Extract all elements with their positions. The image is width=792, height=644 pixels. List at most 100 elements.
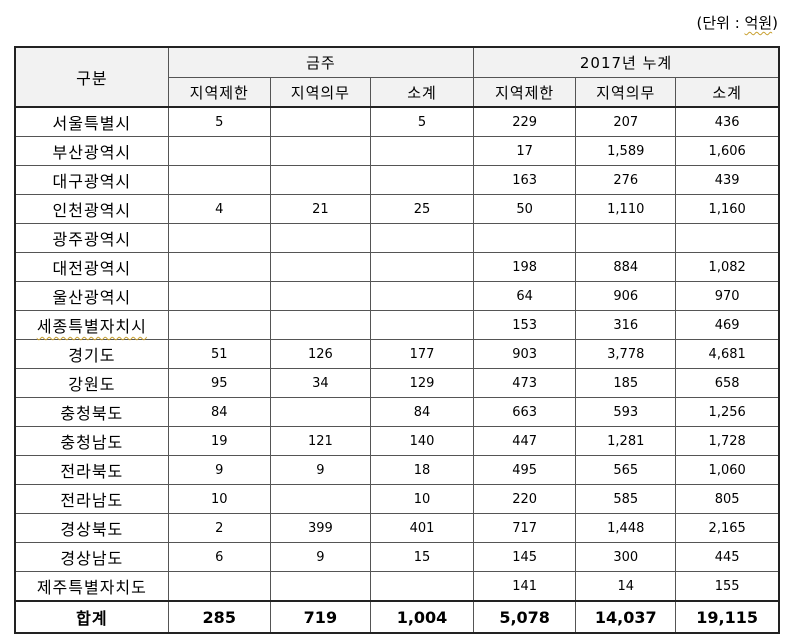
value-cell (167, 281, 271, 311)
table-row: 서울특별시 5 5 229 207 436 (14, 106, 780, 137)
value-cell: 719 (269, 600, 371, 634)
value-cell (369, 223, 475, 253)
value-cell: 717 (473, 513, 577, 543)
value-cell: 51 (167, 339, 271, 369)
value-cell: 14,037 (575, 600, 677, 634)
value-cell: 903 (473, 339, 577, 369)
value-cell (369, 571, 475, 602)
value-cell: 177 (369, 339, 475, 369)
value-cell: 19,115 (675, 600, 780, 634)
header-group-this-week: 금주 (167, 46, 475, 78)
value-cell (167, 571, 271, 602)
value-cell: 805 (675, 484, 780, 514)
region-name: 부산광역시 (14, 136, 169, 166)
value-cell: 163 (473, 165, 577, 195)
value-cell (269, 310, 371, 340)
table-row: 전라남도 10 10 220 585 805 (14, 484, 780, 514)
value-cell: 495 (473, 455, 577, 485)
region-name: 충청북도 (14, 397, 169, 427)
table-row: 대구광역시 163 276 439 (14, 165, 780, 195)
value-cell: 1,728 (675, 426, 780, 456)
value-cell: 3,778 (575, 339, 677, 369)
value-cell: 906 (575, 281, 677, 311)
header-gubun: 구분 (14, 46, 169, 108)
table-body: 서울특별시 5 5 229 207 436 부산광역시 17 1,589 1,606 대구광역시 16… (14, 106, 780, 634)
region-name: 대구광역시 (14, 165, 169, 195)
table-row: 세종특별자치시 153 316 469 (14, 310, 780, 340)
value-cell: 1,082 (675, 252, 780, 282)
value-cell: 145 (473, 542, 577, 572)
region-name: 인천광역시 (14, 194, 169, 224)
value-cell: 658 (675, 368, 780, 398)
value-cell (269, 397, 371, 427)
value-cell: 50 (473, 194, 577, 224)
value-cell: 1,060 (675, 455, 780, 485)
table-row: 광주광역시 (14, 223, 780, 253)
region-name: 충청남도 (14, 426, 169, 456)
value-cell: 9 (167, 455, 271, 485)
value-cell (269, 571, 371, 602)
value-cell: 1,606 (675, 136, 780, 166)
table-row: 강원도 95 34 129 473 185 658 (14, 368, 780, 398)
table-row: 울산광역시 64 906 970 (14, 281, 780, 311)
region-name: 경상북도 (14, 513, 169, 543)
value-cell: 21 (269, 194, 371, 224)
region-name: 경기도 (14, 339, 169, 369)
value-cell: 1,589 (575, 136, 677, 166)
table-row: 부산광역시 17 1,589 1,606 (14, 136, 780, 166)
unit-label: (단위 : 억원) (696, 14, 778, 32)
value-cell: 207 (575, 106, 677, 137)
value-cell: 439 (675, 165, 780, 195)
value-cell: 436 (675, 106, 780, 137)
table-row: 인천광역시 4 21 25 50 1,110 1,160 (14, 194, 780, 224)
value-cell: 95 (167, 368, 271, 398)
value-cell: 17 (473, 136, 577, 166)
value-cell: 9 (269, 455, 371, 485)
value-cell: 276 (575, 165, 677, 195)
region-name: 세종특별자치시 (14, 310, 169, 340)
value-cell (369, 165, 475, 195)
value-cell (369, 136, 475, 166)
subheader-cell: 소계 (369, 77, 475, 108)
value-cell: 10 (369, 484, 475, 514)
value-cell: 1,004 (369, 600, 475, 634)
subheader-cell: 지역의무 (269, 77, 371, 108)
value-cell: 970 (675, 281, 780, 311)
value-cell: 1,448 (575, 513, 677, 543)
value-cell (269, 223, 371, 253)
value-cell: 884 (575, 252, 677, 282)
value-cell: 445 (675, 542, 780, 572)
value-cell: 64 (473, 281, 577, 311)
value-cell: 469 (675, 310, 780, 340)
value-cell: 2,165 (675, 513, 780, 543)
value-cell (167, 252, 271, 282)
table-row: 경기도 51 126 177 903 3,778 4,681 (14, 339, 780, 369)
value-cell: 9 (269, 542, 371, 572)
table-header: 구분 금주 2017년 누계 지역제한 지역의무 소계 지역제한 지역의무 소계 (14, 46, 780, 108)
value-cell (575, 223, 677, 253)
value-cell (369, 252, 475, 282)
value-cell: 585 (575, 484, 677, 514)
value-cell: 84 (167, 397, 271, 427)
region-name: 전라남도 (14, 484, 169, 514)
value-cell (269, 484, 371, 514)
value-cell: 399 (269, 513, 371, 543)
region-name: 서울특별시 (14, 106, 169, 137)
value-cell: 4,681 (675, 339, 780, 369)
value-cell: 141 (473, 571, 577, 602)
value-cell: 663 (473, 397, 577, 427)
value-cell: 10 (167, 484, 271, 514)
value-cell: 1,110 (575, 194, 677, 224)
value-cell (167, 310, 271, 340)
subheader-cell: 지역제한 (167, 77, 271, 108)
value-cell: 285 (167, 600, 271, 634)
value-cell: 129 (369, 368, 475, 398)
value-cell: 473 (473, 368, 577, 398)
value-cell: 316 (575, 310, 677, 340)
value-cell (269, 165, 371, 195)
region-name: 강원도 (14, 368, 169, 398)
subheader-cell: 소계 (675, 77, 780, 108)
value-cell: 18 (369, 455, 475, 485)
value-cell: 565 (575, 455, 677, 485)
table-row: 대전광역시 198 884 1,082 (14, 252, 780, 282)
